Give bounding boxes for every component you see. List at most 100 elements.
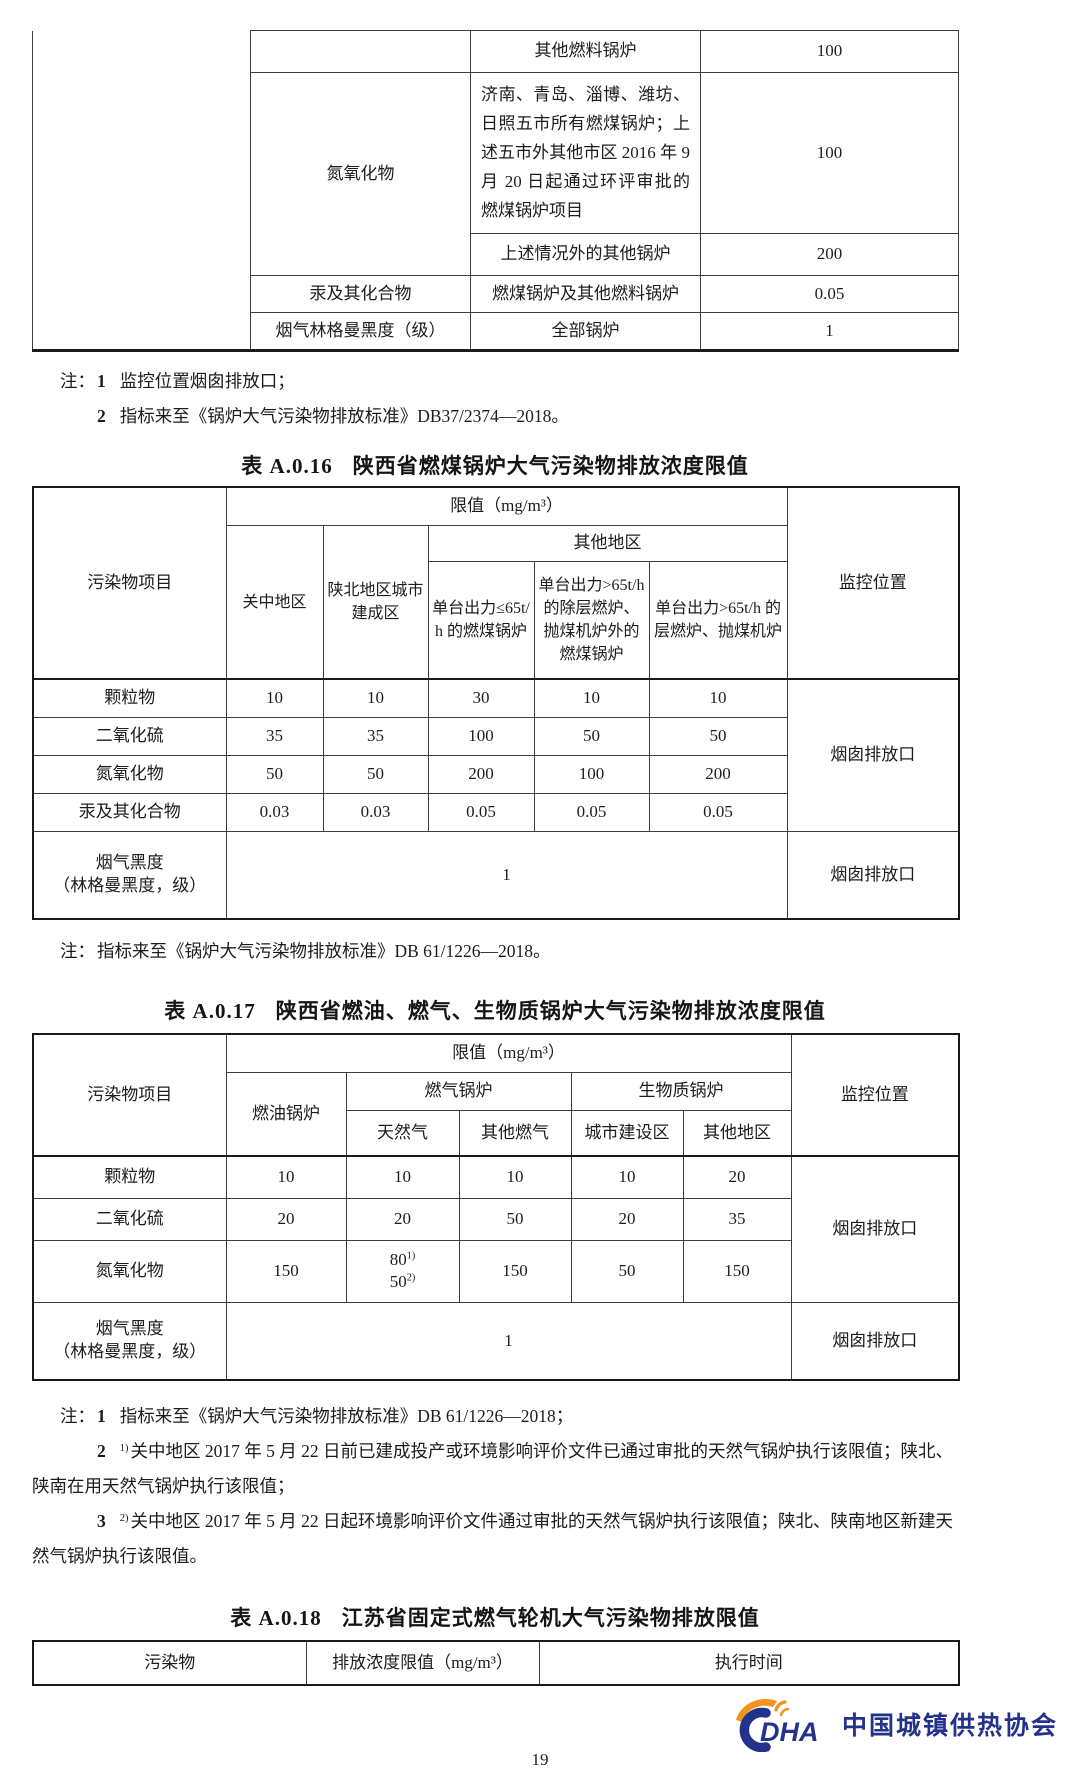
logo-org-name: 中国城镇供热协会 [841, 1712, 1058, 1740]
table-a016: 污染物项目 限值（mg/m³） 监控位置 关中地区 陕北地区城市建成区 其他地区… [32, 486, 961, 921]
value-cell: 35 [682, 1197, 792, 1241]
table-row: 颗粒物 10 10 10 10 20 烟囱排放口 [32, 1155, 960, 1303]
value-cell: 150 [458, 1239, 572, 1303]
header-other-gas: 其他燃气 [458, 1109, 572, 1157]
header-limit: 排放浓度限值（mg/m³） [305, 1640, 540, 1686]
value-cell: 50 [570, 1239, 684, 1303]
condition-cell: 全部锅炉 [470, 312, 701, 352]
notes-db37: 注： 1 监控位置烟囱排放口； 2 指标来至《锅炉大气污染物排放标准》DB37/237… [32, 364, 958, 434]
table-row: 二氧化硫 20 20 50 20 35 [32, 1197, 959, 1241]
condition-cell: 燃煤锅炉及其他燃料锅炉 [470, 275, 701, 314]
pollutant-cell: 烟气黑度 （林格曼黑度，级） [32, 1301, 227, 1381]
table-row: 上述情况外的其他锅炉 200 [33, 233, 959, 277]
note-number: 1 [97, 371, 106, 392]
value-cell: 50 [225, 754, 324, 794]
value-cell: 0.03 [322, 792, 429, 832]
table-a016-title-label: 表 A.0.16 [241, 454, 333, 479]
monitor-cell: 烟囱排放口 [786, 678, 960, 832]
table-row: 烟气黑度 （林格曼黑度，级） 1 烟囱排放口 [32, 1301, 960, 1381]
table-row: 二氧化硫 35 35 100 50 50 [32, 716, 959, 756]
pollutant-cell: 氮氧化物 [250, 71, 471, 277]
header-monitor: 监控位置 [790, 1033, 960, 1157]
table-shandong-boiler-continuation: 其他燃料锅炉 100 氮氧化物 济南、青岛、淄博、潍坊、日照五市所有燃煤锅炉；上… [32, 30, 959, 353]
table-row: 颗粒物 10 10 30 10 10 烟囱排放口 [32, 678, 960, 832]
footnote-marker: 2) [406, 1272, 416, 1284]
table-a018-title-label: 表 A.0.18 [230, 1606, 322, 1631]
note-label: 注： [60, 371, 95, 392]
header-biomass: 生物质锅炉 [570, 1071, 792, 1111]
value-cell: 20 [682, 1155, 792, 1199]
note-text: 指标来至《锅炉大气污染物排放标准》DB 61/1226—2018； [119, 1406, 574, 1427]
page-number: 19 [531, 1750, 549, 1769]
table-row: 汞及其化合物 0.03 0.03 0.05 0.05 0.05 [32, 792, 959, 832]
table-a016-title-text: 陕西省燃煤锅炉大气污染物排放浓度限值 [352, 454, 749, 479]
value-cell: 20 [345, 1197, 460, 1241]
value-cell: 20 [570, 1197, 684, 1241]
pollutant-cell: 颗粒物 [32, 1155, 227, 1199]
table-row: 氮氧化物 50 50 200 100 200 [32, 754, 959, 794]
value-cell: 801) 502) [345, 1239, 460, 1303]
monitor-cell: 烟囱排放口 [790, 1155, 960, 1303]
table-header-row: 污染物 排放浓度限值（mg/m³） 执行时间 [32, 1640, 960, 1686]
header-oil: 燃油锅炉 [225, 1071, 347, 1157]
header-gt65-except: 单台出力>65t/h 的除层燃炉、抛煤机炉外的燃煤锅炉 [533, 560, 650, 680]
table-a017-title: 表 A.0.17 陕西省燃油、燃气、生物质锅炉大气污染物排放浓度限值 [32, 995, 958, 1025]
pollutant-cell: 二氧化硫 [32, 716, 227, 756]
value-cell: 10 [648, 678, 788, 718]
header-pollutant: 污染物项目 [32, 1033, 227, 1157]
note-label: 注： [60, 941, 95, 962]
note-line: 注： 1 监控位置烟囱排放口； [32, 364, 958, 399]
empty-cell [32, 30, 251, 352]
note-number: 1 [97, 1406, 106, 1427]
note-db61: 注： 指标来至《锅炉大气污染物排放标准》DB 61/1226—2018。 [32, 934, 958, 969]
note-text: 指标来至《锅炉大气污染物排放标准》DB37/2374—2018。 [119, 406, 569, 427]
value-cell: 0.05 [533, 792, 650, 832]
value-cell: 1 [225, 1301, 792, 1381]
header-limit: 限值（mg/m³） [225, 486, 788, 526]
cdha-logo-mark: DHA [735, 1699, 818, 1752]
value-cell: 10 [570, 1155, 684, 1199]
value-cell: 50 [533, 716, 650, 756]
pollutant-cell-empty [250, 30, 471, 73]
condition-cell: 上述情况外的其他锅炉 [470, 233, 701, 277]
pollutant-name-line: 烟气黑度 [95, 1319, 164, 1339]
pollutant-cell: 颗粒物 [32, 678, 227, 718]
value-cell: 10 [225, 1155, 347, 1199]
condition-cell: 其他燃料锅炉 [470, 30, 701, 73]
header-time: 执行时间 [538, 1640, 960, 1686]
header-gt65-grate: 单台出力>65t/h 的层燃炉、抛煤机炉 [648, 560, 788, 680]
value-cell: 0.05 [648, 792, 788, 832]
value-cell: 50 [648, 716, 788, 756]
header-guanzhong: 关中地区 [225, 524, 324, 680]
footnote-marker: 1) [119, 1442, 129, 1454]
pollutant-name-line: （林格曼黑度，级） [53, 1342, 207, 1362]
table-header-row: 污染物项目 限值（mg/m³） 监控位置 [32, 486, 960, 680]
table-row: 其他燃料锅炉 100 [32, 30, 959, 352]
header-pollutant: 污染物 [32, 1640, 307, 1686]
table-row: 烟气林格曼黑度（级） 全部锅炉 1 [33, 312, 959, 352]
value-with-footnote: 502) [389, 1272, 416, 1292]
value-cell: 10 [533, 678, 650, 718]
table-a017: 污染物项目 限值（mg/m³） 监控位置 燃油锅炉 燃气锅炉 生物质锅炉 天然气… [32, 1033, 961, 1382]
header-other-area: 其他地区 [427, 524, 788, 562]
value-cell: 50 [458, 1197, 572, 1241]
table-a017-title-text: 陕西省燃油、燃气、生物质锅炉大气污染物排放浓度限值 [275, 999, 826, 1024]
note-line: 注： 1 指标来至《锅炉大气污染物排放标准》DB 61/1226—2018； [32, 1399, 958, 1434]
monitor-cell: 烟囱排放口 [790, 1301, 960, 1381]
table-header-row: 污染物项目 限值（mg/m³） 监控位置 [32, 1033, 960, 1157]
value-cell: 1 [700, 312, 959, 352]
pollutant-cell: 氮氧化物 [32, 1239, 227, 1303]
note-number: 2 [97, 406, 106, 427]
value-cell: 200 [648, 754, 788, 794]
table-header-row: 燃油锅炉 燃气锅炉 生物质锅炉 [33, 1071, 959, 1157]
table-header-row: 天然气 其他燃气 城市建设区 其他地区 [33, 1109, 959, 1157]
header-pollutant: 污染物项目 [32, 486, 227, 680]
value-cell: 100 [700, 30, 959, 73]
value-cell: 35 [322, 716, 429, 756]
condition-cell: 济南、青岛、淄博、潍坊、日照五市所有燃煤锅炉；上述五市外其他市区 2016 年 … [470, 71, 701, 235]
document-page: { "page": { "number": "19" }, "footer": … [0, 30, 1080, 1786]
value-cell: 200 [427, 754, 535, 794]
table-header-row: 单台出力≤65t/h 的燃煤锅炉 单台出力>65t/h 的除层燃炉、抛煤机炉外的… [33, 560, 959, 680]
value-cell: 0.03 [225, 792, 324, 832]
value-with-footnote: 801) [389, 1249, 416, 1269]
